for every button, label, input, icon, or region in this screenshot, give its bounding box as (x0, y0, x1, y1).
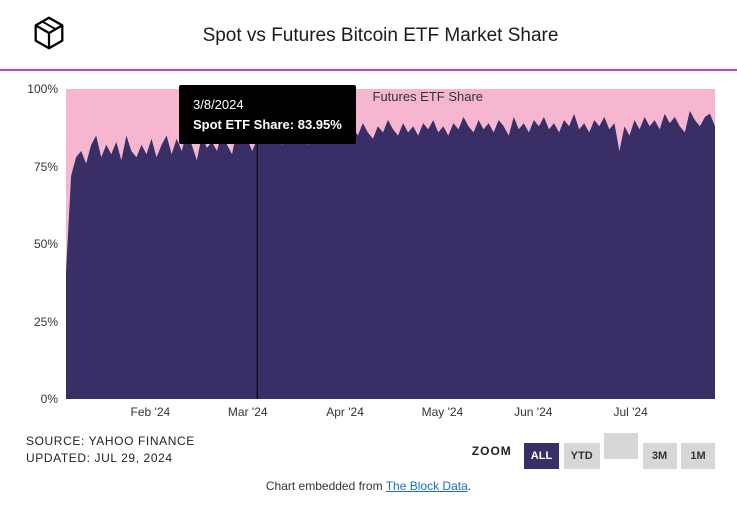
x-tick: Mar '24 (228, 405, 268, 419)
source-line-1: SOURCE: YAHOO FINANCE (26, 433, 195, 450)
y-tick: 50% (34, 237, 58, 251)
x-tick: Apr '24 (326, 405, 364, 419)
x-axis: Feb '24 Mar '24 Apr '24 May '24 Jun '24 Jul '… (66, 399, 715, 427)
x-tick: Jul '24 (613, 405, 647, 419)
chart-footer: SOURCE: YAHOO FINANCE UPDATED: JUL 29, 2… (0, 427, 737, 469)
legend: Futures ETF Share (355, 89, 484, 104)
y-tick: 0% (41, 392, 58, 406)
x-tick: Jun '24 (514, 405, 552, 419)
y-tick: 75% (34, 160, 58, 174)
y-axis: 0%25%50%75%100% (22, 89, 62, 399)
zoom-controls: ZOOM ALL YTD 3M 1M (472, 433, 715, 469)
attribution: Chart embedded from The Block Data. (0, 469, 737, 493)
y-tick: 25% (34, 315, 58, 329)
attribution-link[interactable]: The Block Data (386, 479, 468, 493)
attribution-prefix: Chart embedded from (266, 479, 386, 493)
chart-title: Spot vs Futures Bitcoin ETF Market Share (92, 25, 719, 47)
zoom-label: ZOOM (472, 444, 512, 458)
plot: 0%25%50%75%100% (66, 89, 715, 399)
zoom-btn-all[interactable]: ALL (524, 443, 559, 469)
x-tick: May '24 (422, 405, 464, 419)
x-tick: Feb '24 (131, 405, 171, 419)
zoom-btn-1m[interactable]: 1M (681, 443, 715, 469)
zoom-btn-3m[interactable]: 3M (643, 443, 677, 469)
zoom-btn-blank[interactable] (604, 433, 638, 459)
chart-header: Spot vs Futures Bitcoin ETF Market Share (0, 0, 737, 71)
logo-icon (30, 14, 68, 57)
legend-dot-futures (355, 91, 367, 103)
source-text: SOURCE: YAHOO FINANCE UPDATED: JUL 29, 2… (26, 433, 195, 467)
chart-tooltip: 3/8/2024 Spot ETF Share: 83.95% (179, 85, 356, 144)
source-line-2: UPDATED: JUL 29, 2024 (26, 450, 195, 467)
tooltip-series: Spot ETF Share: 83.95% (193, 117, 342, 132)
tooltip-date: 3/8/2024 (193, 95, 342, 115)
attribution-suffix: . (468, 479, 471, 493)
chart-area: Futures ETF Share 3/8/2024 Spot ETF Shar… (0, 71, 737, 427)
legend-label-futures: Futures ETF Share (373, 89, 484, 104)
y-tick: 100% (27, 82, 58, 96)
zoom-btn-ytd[interactable]: YTD (564, 443, 600, 469)
plot-area[interactable] (66, 89, 715, 399)
area-spot (66, 111, 715, 399)
